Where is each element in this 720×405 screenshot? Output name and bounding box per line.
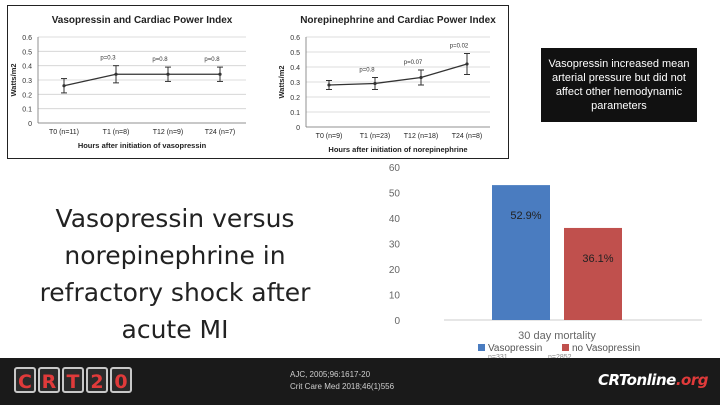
p-value-label: p=0.02	[450, 44, 469, 50]
reference-2: Crit Care Med 2018;46(1)556	[290, 382, 395, 391]
y-axis-label: Watts/m2	[277, 65, 286, 98]
y-tick-label: 0	[394, 316, 400, 327]
x-tick-label: T0 (n=11)	[49, 129, 79, 136]
y-tick-label: 30	[389, 240, 401, 251]
x-tick-label: T12 (n=18)	[404, 133, 438, 140]
y-tick-label: 40	[389, 214, 401, 225]
y-tick-label: 50	[389, 189, 401, 200]
x-tick-label: T1 (n=23)	[360, 133, 391, 140]
logo-letter: 2	[86, 367, 108, 393]
p-value-label: p=0.8	[359, 68, 375, 74]
faint-label-no-vasopressin-n: n=2852	[548, 354, 572, 361]
y-tick-label: 0	[296, 125, 300, 132]
crtonline-logo-main: CRTonline	[598, 371, 676, 389]
bar	[564, 227, 622, 320]
chart-title: Vasopressin and Cardiac Power Index	[52, 15, 233, 26]
data-point	[465, 62, 469, 66]
x-axis-label: Hours after initiation of vasopressin	[78, 141, 207, 150]
y-tick-label: 0.1	[290, 110, 300, 117]
bar	[492, 185, 550, 320]
bar-value-label: 52.9%	[510, 210, 541, 222]
p-value-label: p=0.3	[100, 56, 116, 62]
legend-swatch	[478, 344, 485, 351]
x-tick-label: T1 (n=8)	[103, 129, 130, 136]
x-tick-label: T12 (n=9)	[153, 129, 184, 136]
norepinephrine-cpi-chart: Norepinephrine and Cardiac Power Index 0 0…	[277, 15, 496, 154]
p-value-label: p=0.8	[152, 57, 168, 63]
data-point	[327, 83, 331, 87]
y-tick-label: 20	[389, 265, 401, 276]
references: AJC, 2005;96:1617-20 Crit Care Med 2018;…	[290, 369, 394, 393]
slide-title: Vasopressin versus norepinephrine in ref…	[39, 204, 311, 344]
callout-box: Vasopressin increased mean arterial pres…	[541, 48, 697, 122]
faint-label-vasopressin-n: n=331	[488, 354, 508, 361]
x-axis-title: 30 day mortality	[518, 330, 596, 342]
y-axis-label: Watts/m2	[9, 63, 18, 96]
y-tick-label: 0	[28, 121, 32, 128]
series-line	[328, 63, 468, 86]
legend-label: no Vasopressin	[572, 343, 640, 354]
p-value-label: p=0.07	[404, 60, 423, 66]
x-tick-label: T24 (n=8)	[452, 133, 483, 140]
crt20-logo: C R T 2 0	[14, 367, 132, 395]
logo-letter: R	[38, 367, 60, 393]
vasopressin-cpi-chart: Vasopressin and Cardiac Power Index 0 0.1 0…	[9, 15, 246, 150]
logo-letter: 0	[110, 367, 132, 393]
p-value-label: p=0.8	[204, 57, 220, 63]
data-point	[114, 72, 118, 76]
data-point	[373, 81, 377, 86]
legend-swatch	[562, 344, 569, 351]
crtonline-logo[interactable]: CRTonline.org	[598, 371, 708, 389]
y-tick-label: 10	[389, 291, 401, 302]
y-tick-label: 0.3	[22, 78, 32, 85]
y-tick-label: 0.4	[22, 64, 32, 71]
chart-title: Norepinephrine and Cardiac Power Index	[300, 15, 496, 26]
reference-1: AJC, 2005;96:1617-20	[290, 370, 371, 379]
legend-label: Vasopressin	[488, 343, 542, 354]
data-point	[419, 75, 423, 80]
y-tick-label: 60	[389, 163, 401, 174]
y-tick-label: 0.4	[290, 65, 300, 72]
y-tick-label: 0.1	[22, 107, 32, 114]
y-tick-label: 0.6	[22, 35, 32, 42]
y-tick-label: 0.2	[290, 95, 300, 102]
mortality-bar-chart: 0 10 20 30 40 50 60 52.9% 36.1% 30 day mortalityV…	[389, 163, 702, 354]
y-tick-label: 0.6	[290, 35, 300, 42]
x-tick-label: T0 (n=9)	[316, 133, 343, 140]
data-point	[218, 72, 222, 76]
x-tick-label: T24 (n=7)	[205, 129, 236, 136]
y-tick-label: 0.5	[22, 49, 32, 56]
data-point	[62, 84, 66, 88]
bar-value-label: 36.1%	[582, 253, 613, 265]
data-point	[166, 72, 170, 76]
callout-text: Vasopressin increased mean arterial pres…	[548, 58, 690, 112]
series-line	[63, 73, 220, 87]
y-tick-label: 0.5	[290, 50, 300, 57]
crtonline-logo-suffix: .org	[675, 371, 709, 389]
logo-letter: C	[14, 367, 36, 393]
logo-letter: T	[62, 367, 84, 393]
x-axis-label: Hours after initiation of norepinephrine	[328, 145, 467, 154]
y-tick-label: 0.3	[290, 80, 300, 87]
y-tick-label: 0.2	[22, 92, 32, 99]
